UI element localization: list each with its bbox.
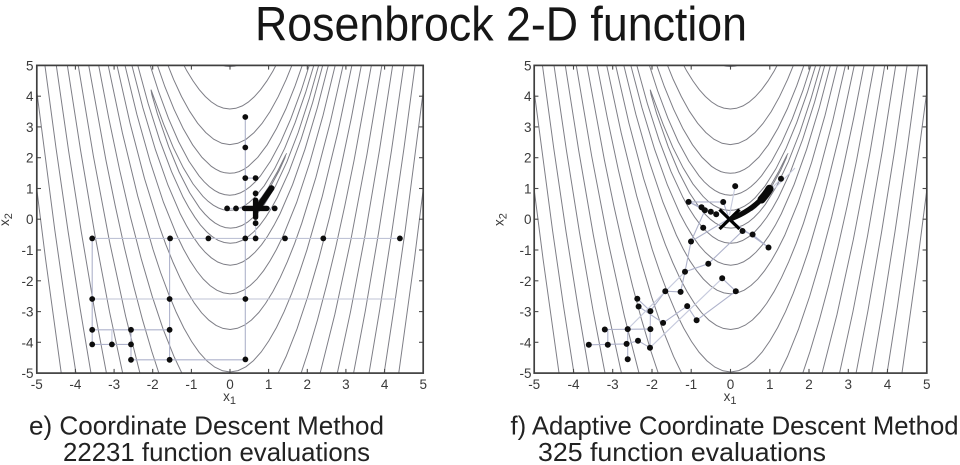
svg-text:1: 1 [766,377,774,392]
svg-text:-5: -5 [519,366,531,381]
svg-text:-1: -1 [21,243,33,258]
svg-text:5: 5 [524,58,532,73]
svg-text:-1: -1 [185,377,197,392]
svg-text:f) Adaptive Coordinate Descent: f) Adaptive Coordinate Descent Method [511,411,959,441]
svg-text:3: 3 [524,120,532,135]
svg-text:2: 2 [805,377,813,392]
svg-text:-1: -1 [685,377,697,392]
svg-text:-4: -4 [21,335,33,350]
svg-text:Rosenbrock 2-D function: Rosenbrock 2-D function [255,0,747,51]
svg-text:x2: x2 [0,213,15,226]
svg-text:5: 5 [923,377,931,392]
svg-text:-3: -3 [519,305,531,320]
svg-text:0: 0 [727,377,735,392]
svg-text:22231 function evaluations: 22231 function evaluations [63,437,370,465]
svg-text:-2: -2 [646,377,658,392]
svg-text:4: 4 [26,89,34,104]
svg-text:-5: -5 [31,377,43,392]
svg-text:-2: -2 [21,274,33,289]
svg-text:5: 5 [26,58,34,73]
svg-text:0: 0 [226,377,234,392]
svg-text:-4: -4 [567,377,579,392]
svg-text:e) Coordinate Descent Method: e) Coordinate Descent Method [29,411,384,441]
svg-text:-5: -5 [21,366,33,381]
svg-text:3: 3 [26,120,34,135]
svg-text:-2: -2 [147,377,159,392]
svg-text:-4: -4 [69,377,81,392]
svg-text:4: 4 [381,377,389,392]
svg-text:0: 0 [26,212,34,227]
svg-text:3: 3 [845,377,853,392]
svg-text:3: 3 [342,377,350,392]
svg-text:1: 1 [265,377,273,392]
svg-text:2: 2 [524,151,532,166]
svg-text:1: 1 [524,182,532,197]
svg-text:-3: -3 [21,305,33,320]
svg-text:-2: -2 [519,274,531,289]
svg-text:-4: -4 [519,335,531,350]
svg-text:-3: -3 [108,377,120,392]
svg-text:-5: -5 [528,377,540,392]
svg-text:1: 1 [26,182,34,197]
svg-text:-3: -3 [607,377,619,392]
svg-text:4: 4 [884,377,892,392]
svg-text:5: 5 [419,377,427,392]
svg-text:325 function evaluations: 325 function evaluations [538,437,826,465]
svg-text:0: 0 [524,212,532,227]
svg-text:4: 4 [524,89,532,104]
svg-text:-1: -1 [519,243,531,258]
svg-text:2: 2 [304,377,312,392]
svg-text:2: 2 [26,151,34,166]
